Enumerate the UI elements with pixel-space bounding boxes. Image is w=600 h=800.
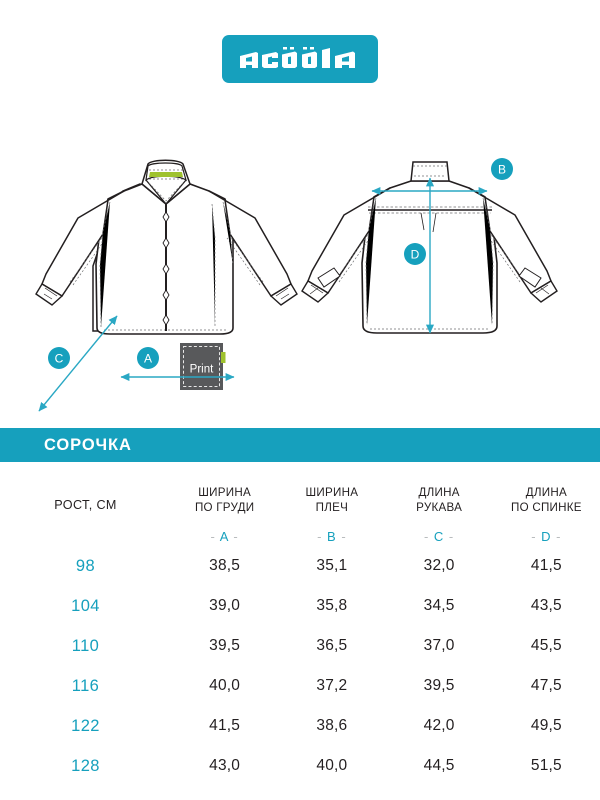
table-row: 104 39,0 35,8 34,5 43,5 [0, 586, 600, 626]
code-dash-left: - [210, 528, 220, 544]
code-dash-left: - [423, 528, 434, 544]
acoola-wordmark-icon [240, 47, 355, 68]
marker-d: D [404, 243, 426, 265]
marker-b: B [491, 158, 513, 180]
cell-height: 122 [71, 716, 100, 735]
code-dash-right: - [551, 528, 562, 544]
marker-a: A [137, 347, 159, 369]
column-header-chest-label: ШИРИНА ПО ГРУДИ [194, 486, 255, 514]
code-letter-c: C [433, 528, 445, 544]
cell-back: 45,5 [530, 637, 562, 655]
table-row: 128 43,0 40,0 44,5 51,5 [0, 746, 600, 786]
table-row: 98 38,5 35,1 32,0 41,5 [0, 546, 600, 586]
code-letter-b: B [327, 528, 337, 544]
column-code-b: - B - [279, 529, 384, 546]
column-header-back-label: ДЛИНА ПО СПИНКЕ [511, 486, 582, 514]
marker-a-label: A [144, 352, 152, 366]
shirt-technical-drawings: Print A C [35, 158, 558, 412]
column-code-d: - D - [494, 529, 599, 546]
code-letter-a: A [219, 528, 229, 544]
cell-chest: 43,0 [209, 757, 241, 775]
cell-back: 51,5 [530, 757, 562, 775]
button-placket [162, 211, 170, 326]
cell-shoulder: 36,5 [316, 637, 348, 655]
column-header-sleeve-label: ДЛИНА РУКАВА [416, 486, 463, 514]
code-dash-right: - [444, 528, 455, 544]
marker-d-label: D [411, 248, 420, 262]
cell-chest: 39,5 [209, 637, 241, 655]
table-header: РОСТ, СМ ШИРИНА ПО ГРУДИ - A - ШИРИНА ПЛ… [0, 462, 600, 546]
marker-c: C [48, 347, 70, 369]
column-header-shoulder-label: ШИРИНА ПЛЕЧ [305, 486, 359, 514]
column-header-height: РОСТ, СМ [0, 462, 171, 546]
cell-back: 47,5 [530, 677, 562, 695]
print-patch: Print [180, 343, 226, 390]
cell-sleeve: 37,0 [423, 637, 455, 655]
column-header-chest: ШИРИНА ПО ГРУДИ - A - [171, 462, 278, 546]
table-body: 98 38,5 35,1 32,0 41,5 104 39,0 35,8 34,… [0, 546, 600, 786]
print-patch-label: Print [190, 364, 214, 376]
cell-chest: 38,5 [209, 557, 241, 575]
column-code-c: - C - [387, 529, 492, 546]
illustration-area: Print A C [0, 118, 600, 418]
cell-chest: 39,0 [209, 597, 241, 615]
cell-back: 41,5 [530, 557, 562, 575]
code-letter-d: D [541, 528, 552, 544]
cell-shoulder: 37,2 [316, 677, 348, 695]
shirt-back-view: B D [301, 158, 558, 334]
column-code-a: - A - [172, 529, 277, 546]
cell-shoulder: 35,1 [316, 557, 348, 575]
cell-height: 128 [71, 756, 100, 775]
cell-chest: 40,0 [209, 677, 241, 695]
cell-sleeve: 32,0 [423, 557, 455, 575]
column-header-shoulder: ШИРИНА ПЛЕЧ - B - [278, 462, 385, 546]
cell-chest: 41,5 [209, 717, 241, 735]
brand-header [0, 0, 600, 118]
code-dash-right: - [336, 528, 347, 544]
table-row: 122 41,5 38,6 42,0 49,5 [0, 706, 600, 746]
cell-back: 43,5 [530, 597, 562, 615]
column-header-sleeve: ДЛИНА РУКАВА - C - [386, 462, 493, 546]
cell-height: 110 [71, 636, 100, 655]
cell-height: 104 [71, 596, 100, 615]
cell-height: 116 [71, 676, 100, 695]
page-title: СОРОЧКА [44, 435, 132, 454]
marker-c-label: C [55, 352, 64, 366]
cell-shoulder: 40,0 [316, 757, 348, 775]
table-row: 116 40,0 37,2 39,5 47,5 [0, 666, 600, 706]
brand-logo-badge [222, 35, 378, 83]
cell-back: 49,5 [530, 717, 562, 735]
column-header-height-label: РОСТ, СМ [54, 498, 117, 512]
code-dash-right: - [228, 528, 239, 544]
shirt-front-view: Print A C [35, 159, 298, 412]
cell-sleeve: 42,0 [423, 717, 455, 735]
cell-sleeve: 39,5 [423, 677, 455, 695]
table-header-row: РОСТ, СМ ШИРИНА ПО ГРУДИ - A - ШИРИНА ПЛ… [0, 462, 600, 546]
cell-sleeve: 34,5 [423, 597, 455, 615]
cell-height: 98 [75, 556, 96, 575]
column-header-back: ДЛИНА ПО СПИНКЕ - D - [493, 462, 600, 546]
cell-shoulder: 38,6 [316, 717, 348, 735]
collar-trim [149, 172, 183, 177]
marker-b-label: B [498, 163, 506, 177]
code-dash-left: - [317, 528, 328, 544]
cell-shoulder: 35,8 [316, 597, 348, 615]
table-row: 110 39,5 36,5 37,0 45,5 [0, 626, 600, 666]
size-chart-table: РОСТ, СМ ШИРИНА ПО ГРУДИ - A - ШИРИНА ПЛ… [0, 462, 600, 786]
cell-sleeve: 44,5 [423, 757, 455, 775]
code-dash-left: - [531, 528, 542, 544]
table-title-band: СОРОЧКА [0, 428, 600, 462]
measure-arrow-c [38, 315, 118, 412]
